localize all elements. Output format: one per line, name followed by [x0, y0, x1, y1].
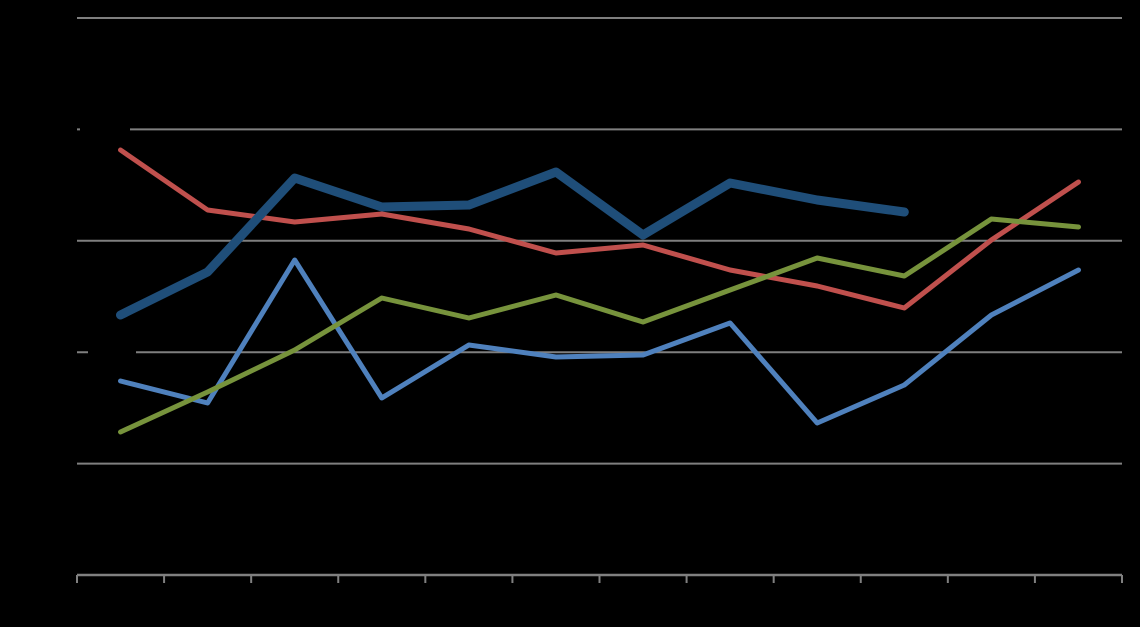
- hidden-label-gap: [80, 121, 130, 133]
- hidden-label-gap: [88, 346, 136, 358]
- series-dark-navy-thick-line: [116, 167, 909, 320]
- series-olive-green-line: [118, 216, 1081, 435]
- series-light-blue-line: [118, 257, 1081, 426]
- series-red-line: [118, 147, 1081, 311]
